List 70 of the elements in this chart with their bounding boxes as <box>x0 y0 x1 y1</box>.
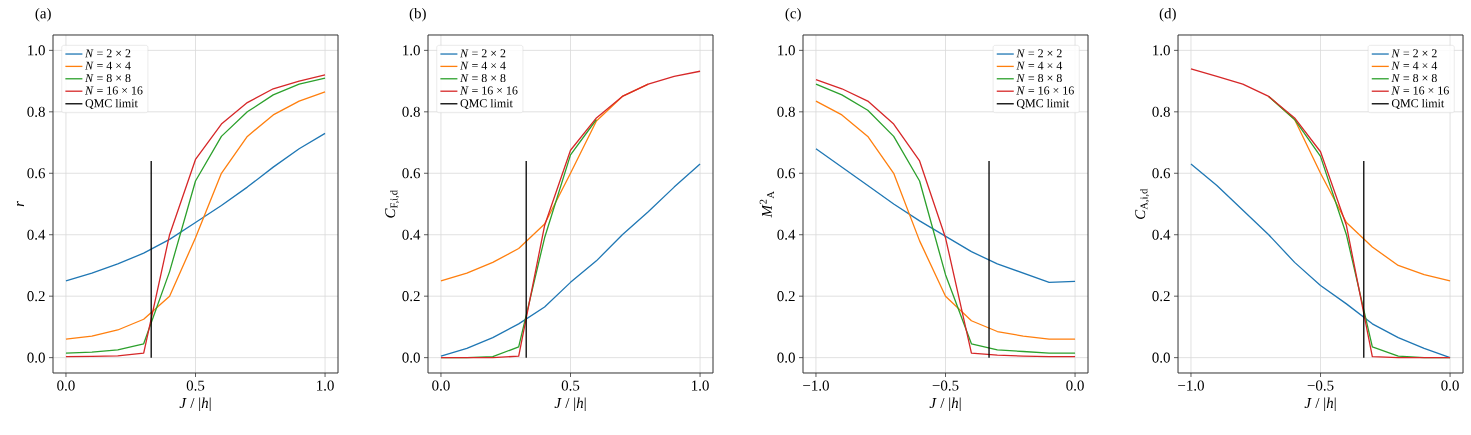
legend-label: N = 16 × 16 <box>84 86 143 95</box>
y-tick-label: 1.0 <box>403 45 420 56</box>
y-tick-label: 1.0 <box>778 45 795 56</box>
legend-label: N = 8 × 8 <box>84 74 131 83</box>
y-tick-label: 0.8 <box>27 106 45 117</box>
legend-label: N = 2 × 2 <box>1391 49 1437 58</box>
y-tick-label: 0.0 <box>777 352 795 363</box>
x-axis-title: J / |h| <box>929 397 961 412</box>
legend-label: N = 4 × 4 <box>1016 61 1063 70</box>
y-tick-label: 0.6 <box>27 168 46 179</box>
y-tick-label: 0.4 <box>777 229 796 240</box>
y-tick-label: 1.0 <box>28 45 45 56</box>
legend-label: N = 8 × 8 <box>1016 74 1062 83</box>
x-tick-label: 1.0 <box>692 380 709 391</box>
x-tick-label: 0.5 <box>186 380 205 391</box>
x-tick-label: 1.0 <box>317 380 334 391</box>
y-tick-label: 0.4 <box>1152 229 1171 240</box>
legend-label: QMC limit <box>85 98 138 110</box>
x-tick-label: 0.0 <box>1066 380 1084 391</box>
y-tick-label: 0.0 <box>402 352 420 363</box>
x-tick-label: 0.5 <box>561 380 580 391</box>
y-axis-title: M$^{2}$A <box>759 191 774 218</box>
legend-label: N = 4 × 4 <box>459 61 506 70</box>
y-tick-label: 0.4 <box>27 229 46 240</box>
chart-title: (d) <box>1159 7 1176 22</box>
x-axis-title: J / |h| <box>179 397 211 412</box>
y-axis-title: r <box>16 201 24 207</box>
x-tick-label: 0.0 <box>432 380 450 391</box>
y-tick-label: 0.6 <box>402 168 421 179</box>
y-axis-title: C$_{F,i,d}$ <box>385 190 399 218</box>
legend-label: N = 16 × 16 <box>1391 86 1449 95</box>
legend-label: N = 2 × 2 <box>459 49 506 58</box>
y-tick-label: 0.0 <box>27 352 45 363</box>
y-tick-label: 0.8 <box>402 106 420 117</box>
y-tick-label: 0.6 <box>1152 168 1171 179</box>
legend-label: N = 8 × 8 <box>1391 74 1437 83</box>
legend-label: QMC limit <box>1391 98 1445 110</box>
chart-title: (a) <box>35 7 51 22</box>
chart-title: (b) <box>409 7 426 22</box>
y-tick-label: 0.2 <box>27 291 45 302</box>
x-tick-label: 0.0 <box>57 380 75 391</box>
legend-label: QMC limit <box>1016 98 1070 110</box>
y-tick-label: 0.4 <box>402 229 421 240</box>
legend-label: N = 16 × 16 <box>1016 86 1074 95</box>
x-tick-label: 0.0 <box>1441 380 1459 391</box>
y-tick-label: 0.8 <box>777 106 795 117</box>
x-axis-title: J / |h| <box>1304 397 1336 412</box>
legend-label: N = 2 × 2 <box>1016 49 1062 58</box>
chart-title: (c) <box>785 7 801 22</box>
line-series <box>440 163 701 357</box>
y-tick-label: 0.2 <box>402 291 420 302</box>
x-axis-title: J / |h| <box>554 397 586 412</box>
y-axis-title: C$_{A,i,d}$ <box>1135 188 1149 219</box>
y-tick-label: 0.2 <box>1152 291 1170 302</box>
y-tick-label: 0.0 <box>1152 352 1170 363</box>
legend-label: N = 16 × 16 <box>459 86 518 95</box>
x-tick-label: −1.0 <box>803 380 829 391</box>
legend-label: N = 4 × 4 <box>1391 61 1438 70</box>
y-tick-label: 0.2 <box>777 291 795 302</box>
y-tick-label: 0.8 <box>1152 106 1170 117</box>
legend-label: N = 4 × 4 <box>84 61 131 70</box>
y-tick-label: 1.0 <box>1153 45 1170 56</box>
x-tick-label: −0.5 <box>932 380 959 391</box>
x-tick-label: −0.5 <box>1307 380 1334 391</box>
legend-label: QMC limit <box>460 98 513 110</box>
legend-label: N = 8 × 8 <box>459 74 506 83</box>
legend-label: N = 2 × 2 <box>84 49 131 58</box>
x-tick-label: −1.0 <box>1178 380 1204 391</box>
y-tick-label: 0.6 <box>777 168 796 179</box>
line-series <box>65 132 326 282</box>
